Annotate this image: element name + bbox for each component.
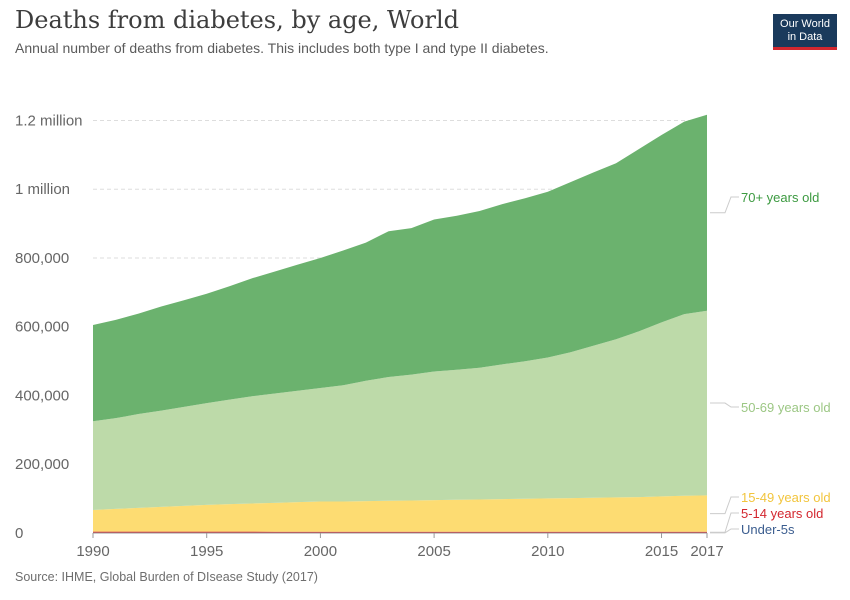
x-tick-label: 1990	[76, 543, 109, 560]
x-tick-label: 2017	[690, 543, 723, 560]
area-5-14-years-old[interactable]	[93, 531, 707, 533]
source-note: Source: IHME, Global Burden of DIsease S…	[15, 570, 318, 584]
y-tick-label: 200,000	[15, 456, 69, 473]
x-tick-label: 1995	[190, 543, 223, 560]
logo-line-1: Our World	[780, 18, 830, 30]
chart-areas	[93, 114, 707, 533]
y-tick-label: 800,000	[15, 250, 69, 267]
legend-connector-under-5s	[710, 528, 739, 534]
chart-legend: 70+ years old 50-69 years old 15-49 years …	[710, 190, 831, 537]
chart-subtitle: Annual number of deaths from diabetes. T…	[15, 40, 549, 56]
y-tick-label: 0	[15, 525, 23, 542]
y-tick-label: 600,000	[15, 319, 69, 336]
legend-connector-5-14-years-old	[710, 512, 739, 533]
legend-connector-50-69-years-old	[710, 402, 739, 408]
owid-logo[interactable]: Our World in Data	[773, 14, 837, 50]
legend-label-5-14-years-old[interactable]: 5-14 years old	[741, 506, 823, 521]
chart-title: Deaths from diabetes, by age, World	[15, 6, 460, 34]
logo-line-2: in Data	[787, 31, 823, 43]
area-70-years-old[interactable]	[93, 114, 707, 422]
legend-label-under-5s[interactable]: Under-5s	[741, 522, 795, 537]
x-tick-label: 2015	[645, 543, 678, 560]
legend-connector-15-49-years-old	[710, 496, 739, 515]
area-15-49-years-old[interactable]	[93, 495, 707, 532]
x-tick-label: 2010	[531, 543, 564, 560]
y-tick-label: 400,000	[15, 387, 69, 404]
x-tick-label: 2000	[304, 543, 337, 560]
legend-label-70-years-old[interactable]: 70+ years old	[741, 190, 819, 205]
legend-connector-70-years-old	[710, 196, 739, 214]
chart-axes: 0 200,000 400,000 600,000 800,000 1 million 1.…	[15, 112, 724, 560]
x-tick-label: 2005	[417, 543, 450, 560]
y-tick-label: 1.2 million	[15, 112, 83, 129]
y-tick-label: 1 million	[15, 181, 70, 198]
legend-label-50-69-years-old[interactable]: 50-69 years old	[741, 400, 831, 415]
legend-label-15-49-years-old[interactable]: 15-49 years old	[741, 490, 831, 505]
area-50-69-years-old[interactable]	[93, 310, 707, 510]
